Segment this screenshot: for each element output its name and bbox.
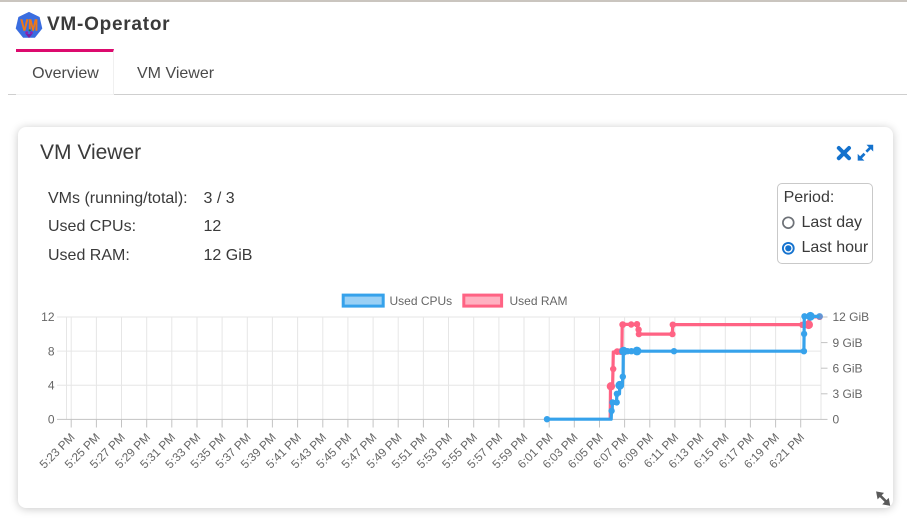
svg-text:12: 12 [41, 310, 55, 324]
svg-text:0: 0 [833, 413, 840, 427]
svg-text:12 GiB: 12 GiB [833, 310, 870, 324]
svg-text:VM: VM [21, 17, 38, 34]
svg-text:Used RAM: Used RAM [510, 294, 568, 308]
svg-text:9 GiB: 9 GiB [833, 336, 863, 350]
svg-text:4: 4 [48, 379, 55, 393]
svg-text:3 GiB: 3 GiB [833, 387, 863, 401]
svg-text:Used CPUs: Used CPUs [390, 294, 453, 308]
svg-text:6 GiB: 6 GiB [833, 361, 863, 375]
svg-text:8: 8 [48, 344, 55, 358]
svg-text:0: 0 [48, 413, 55, 427]
